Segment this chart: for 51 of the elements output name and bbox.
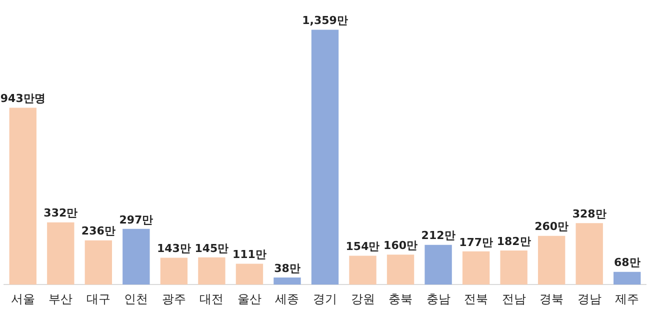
x-tick-label: 제주 bbox=[615, 292, 640, 306]
x-tick-label: 경남 bbox=[577, 292, 602, 306]
bar bbox=[349, 256, 376, 285]
data-label: 328만 bbox=[572, 207, 606, 220]
data-label: 297만 bbox=[119, 213, 154, 226]
data-label: 111만 bbox=[232, 248, 266, 262]
x-tick-label: 강원 bbox=[350, 292, 375, 306]
bar bbox=[84, 240, 112, 285]
bar bbox=[424, 244, 452, 285]
data-label: 212만 bbox=[421, 229, 456, 242]
x-tick-label: 대구 bbox=[86, 292, 110, 306]
data-label: 1,359만 bbox=[302, 14, 348, 28]
x-tick-label: 충남 bbox=[426, 292, 450, 306]
data-label: 143만 bbox=[156, 242, 191, 256]
x-tick-label: 충북 bbox=[388, 292, 413, 306]
x-tick-label: 부산 bbox=[48, 292, 73, 306]
bar bbox=[47, 222, 74, 285]
data-label: 182만 bbox=[496, 234, 531, 248]
bar bbox=[274, 277, 301, 285]
x-tick-label: 전북 bbox=[464, 292, 488, 306]
data-label: 943만명 bbox=[0, 92, 46, 106]
bar bbox=[236, 264, 264, 285]
x-tick-label: 서울 bbox=[10, 292, 35, 306]
x-tick-label: 경북 bbox=[540, 292, 564, 306]
bar bbox=[160, 258, 188, 285]
x-tick-label: 전남 bbox=[502, 292, 526, 306]
data-label: 332만 bbox=[44, 206, 78, 220]
bar bbox=[311, 30, 339, 285]
bar bbox=[614, 272, 641, 285]
x-tick-label: 광주 bbox=[162, 292, 186, 306]
data-label: 177만 bbox=[459, 236, 494, 249]
data-label: 68만 bbox=[614, 256, 640, 270]
data-label: 160만 bbox=[384, 238, 418, 252]
x-tick-label: 세종 bbox=[275, 292, 300, 306]
bar bbox=[538, 236, 566, 285]
x-tick-label: 대전 bbox=[200, 292, 224, 306]
x-tick-label: 경기 bbox=[313, 292, 337, 306]
data-label: 260만 bbox=[534, 220, 569, 234]
data-label: 38만 bbox=[274, 262, 300, 275]
x-tick-label: 인천 bbox=[124, 292, 148, 306]
data-label: 236만 bbox=[81, 224, 116, 238]
bar bbox=[462, 251, 490, 285]
bar bbox=[122, 228, 150, 285]
bar bbox=[198, 257, 226, 285]
bar bbox=[500, 250, 528, 285]
bar bbox=[9, 108, 36, 285]
x-tick-label: 울산 bbox=[237, 292, 262, 306]
data-label: 154만 bbox=[346, 240, 380, 254]
data-label: 145만 bbox=[194, 242, 229, 255]
bar bbox=[576, 223, 603, 285]
bar bbox=[386, 254, 414, 285]
